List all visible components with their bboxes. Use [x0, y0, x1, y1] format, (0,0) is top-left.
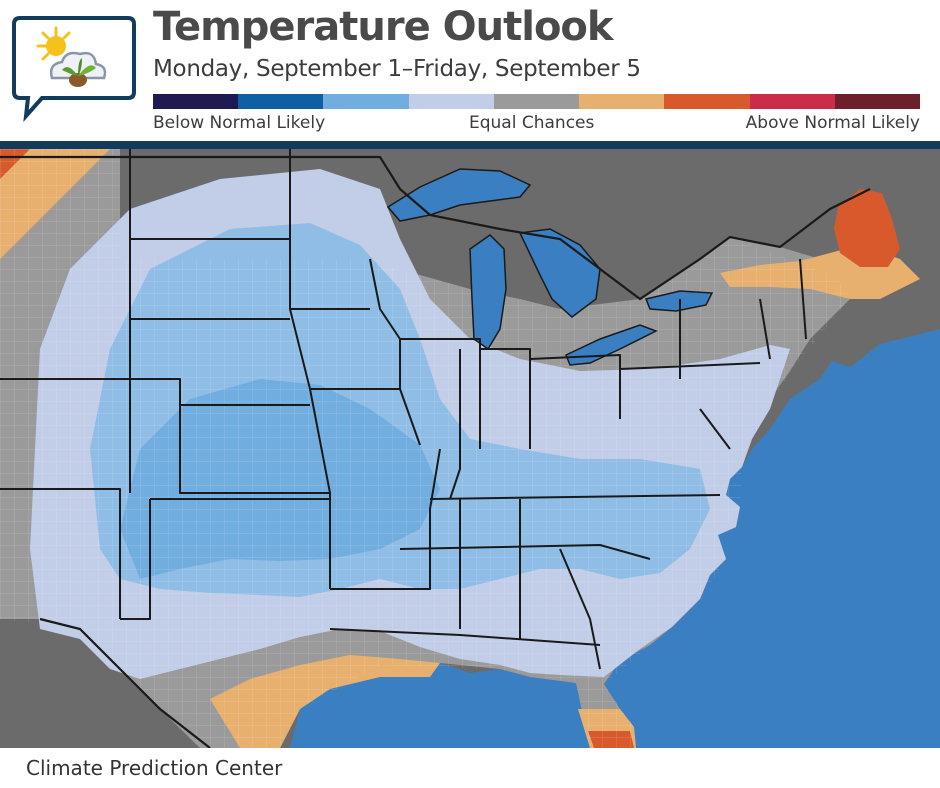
scale-label-below: Below Normal Likely — [153, 113, 326, 133]
lake-huron — [518, 228, 601, 318]
probability-color-scale — [153, 94, 920, 109]
scale-swatch-1 — [153, 94, 239, 109]
lake-erie — [565, 324, 658, 366]
scale-swatch-4 — [408, 94, 494, 109]
lake-michigan — [469, 234, 507, 351]
us-mexico-border — [39, 617, 211, 748]
scale-swatch-8 — [749, 94, 835, 109]
us-canada-border — [0, 155, 871, 301]
page-title: Temperature Outlook — [153, 4, 614, 50]
scale-label-equal: Equal Chances — [469, 113, 595, 133]
footer: Climate Prediction Center — [0, 748, 940, 788]
scale-swatch-9 — [834, 94, 920, 109]
maine-above-normal-strong — [834, 189, 900, 267]
scale-swatch-3 — [323, 94, 409, 109]
header-divider — [0, 141, 940, 149]
scale-swatch-7 — [664, 94, 750, 109]
map-canvas — [0, 149, 940, 748]
scale-label-above: Above Normal Likely — [745, 113, 920, 133]
state-borders — [0, 149, 807, 670]
county-lines — [0, 149, 850, 748]
gulf-water — [290, 663, 604, 748]
atlantic-gulf-water — [604, 329, 940, 748]
outlook-map — [0, 149, 940, 748]
header: Temperature Outlook Monday, September 1–… — [0, 0, 940, 142]
date-range-subtitle: Monday, September 1–Friday, September 5 — [153, 56, 641, 82]
source-credit: Climate Prediction Center — [26, 756, 283, 780]
weather-sprout-logo-icon — [12, 16, 136, 122]
scale-swatch-2 — [238, 94, 324, 109]
scale-swatch-6 — [579, 94, 665, 109]
scale-swatch-5 — [493, 94, 580, 109]
